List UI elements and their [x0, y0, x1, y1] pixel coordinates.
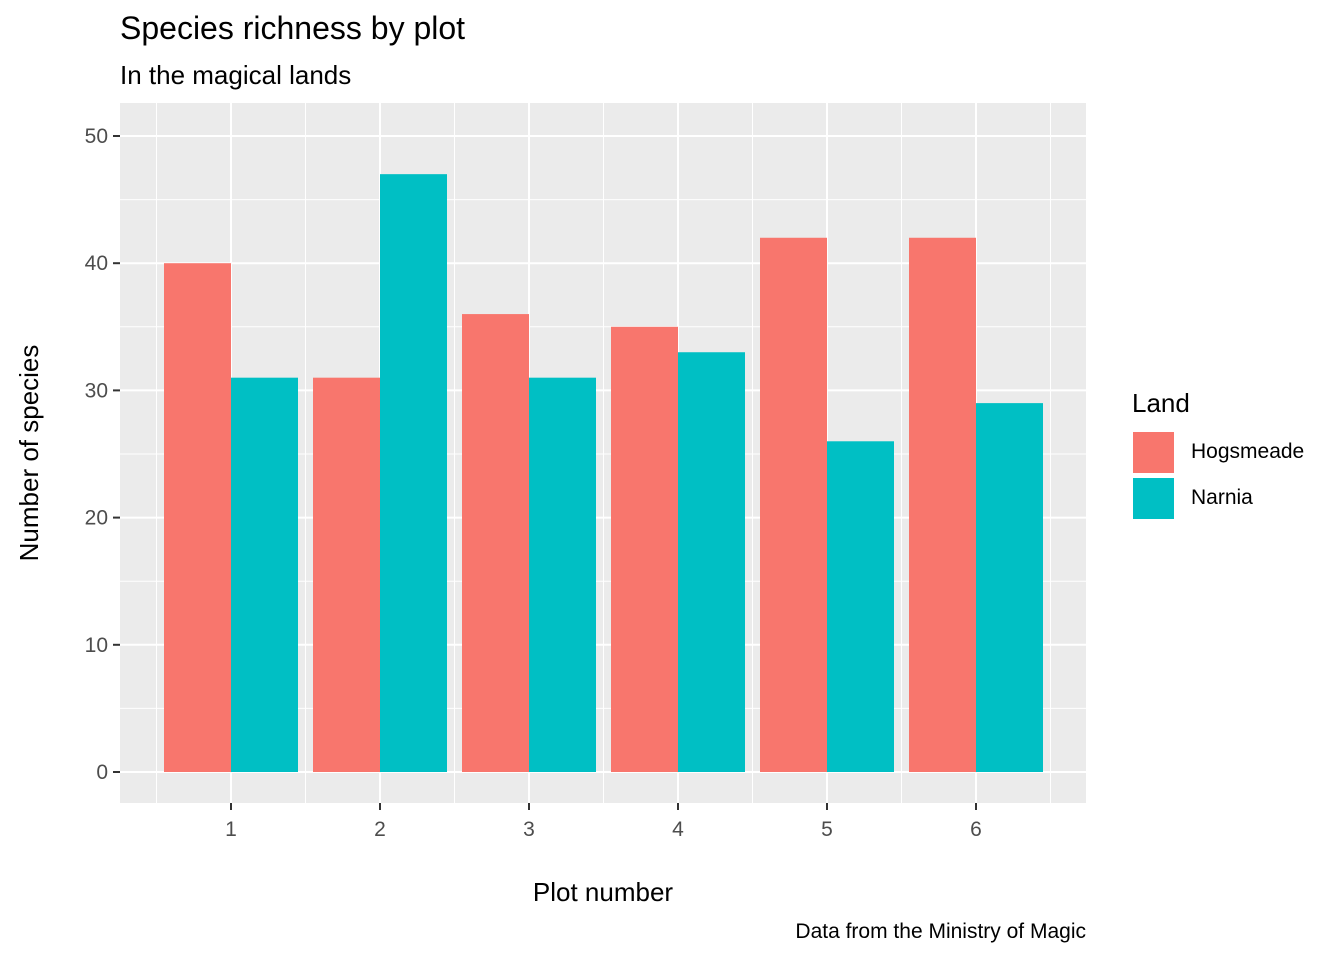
- x-axis: 1 2 3 4 5 6: [225, 803, 982, 841]
- legend-label-narnia: Narnia: [1191, 486, 1253, 509]
- legend-label-hogsmeade: Hogsmeade: [1191, 440, 1305, 463]
- bar-narnia-plot-6: [976, 403, 1043, 772]
- y-tick-label: 50: [85, 125, 108, 148]
- x-tick-label: 6: [970, 818, 982, 841]
- legend-item-hogsmeade: Hogsmeade: [1132, 429, 1304, 475]
- x-tick-label: 1: [225, 818, 237, 841]
- bar-hogsmeade-plot-1: [164, 263, 231, 772]
- chart-subtitle: In the magical lands: [120, 60, 352, 90]
- legend-key-hogsmeade: [1132, 430, 1175, 474]
- bar-hogsmeade-plot-2: [313, 377, 380, 772]
- legend-key-narnia: [1132, 476, 1175, 520]
- y-tick-label: 20: [85, 507, 108, 530]
- bar-hogsmeade-plot-4: [611, 326, 678, 772]
- legend-item-narnia: Narnia: [1132, 475, 1304, 521]
- bar-hogsmeade-plot-3: [462, 314, 529, 772]
- chart-caption: Data from the Ministry of Magic: [795, 920, 1086, 943]
- bars: [164, 174, 1043, 772]
- legend: Land Hogsmeade Narnia: [1132, 388, 1304, 521]
- x-tick-label: 3: [523, 818, 535, 841]
- bar-narnia-plot-4: [678, 352, 745, 772]
- y-axis-title: Number of species: [14, 345, 44, 562]
- y-tick-label: 40: [85, 252, 108, 275]
- y-tick-label: 0: [96, 761, 108, 784]
- bar-narnia-plot-2: [380, 174, 447, 772]
- y-tick-label: 30: [85, 379, 108, 402]
- bar-hogsmeade-plot-5: [760, 237, 827, 772]
- x-axis-title: Plot number: [533, 877, 674, 907]
- bar-hogsmeade-plot-6: [909, 237, 976, 772]
- bar-narnia-plot-1: [231, 377, 298, 772]
- x-tick-label: 2: [374, 818, 386, 841]
- x-tick-label: 5: [821, 818, 833, 841]
- bar-narnia-plot-3: [529, 377, 596, 772]
- chart-title: Species richness by plot: [120, 10, 466, 46]
- legend-title: Land: [1132, 388, 1190, 418]
- y-axis: 0 10 20 30 40 50: [85, 125, 120, 784]
- x-tick-label: 4: [672, 818, 684, 841]
- bar-narnia-plot-5: [827, 441, 894, 772]
- y-tick-label: 10: [85, 634, 108, 657]
